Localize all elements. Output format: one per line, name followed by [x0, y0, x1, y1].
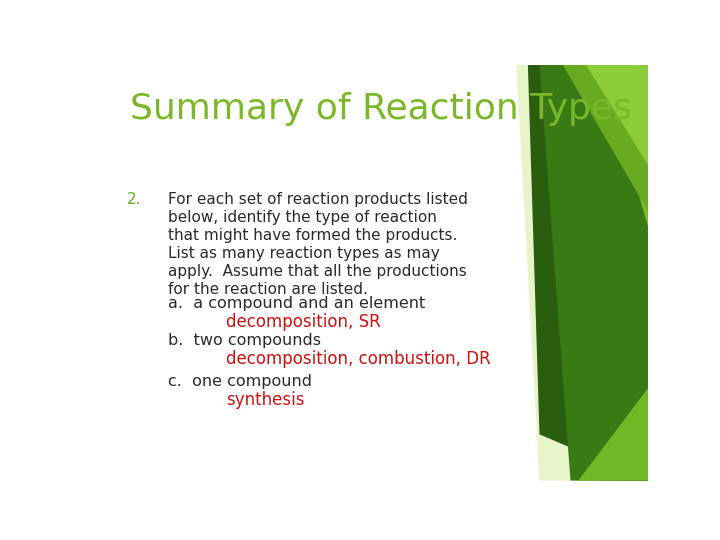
Polygon shape	[539, 65, 648, 481]
Text: b.  two compounds: b. two compounds	[168, 333, 320, 348]
Polygon shape	[516, 65, 617, 481]
Polygon shape	[586, 65, 648, 165]
Polygon shape	[601, 65, 648, 288]
Polygon shape	[528, 65, 648, 481]
Text: Summary of Reaction Types: Summary of Reaction Types	[130, 92, 632, 126]
Text: synthesis: synthesis	[225, 392, 304, 409]
Text: a.  a compound and an element: a. a compound and an element	[168, 296, 425, 311]
Polygon shape	[539, 388, 648, 481]
Polygon shape	[563, 65, 648, 211]
Text: 2.: 2.	[127, 192, 142, 207]
Text: c.  one compound: c. one compound	[168, 374, 312, 389]
Text: decomposition, combustion, DR: decomposition, combustion, DR	[225, 350, 490, 368]
Text: decomposition, SR: decomposition, SR	[225, 313, 380, 330]
Text: For each set of reaction products listed
below, identify the type of reaction
th: For each set of reaction products listed…	[168, 192, 467, 297]
Polygon shape	[555, 65, 648, 481]
